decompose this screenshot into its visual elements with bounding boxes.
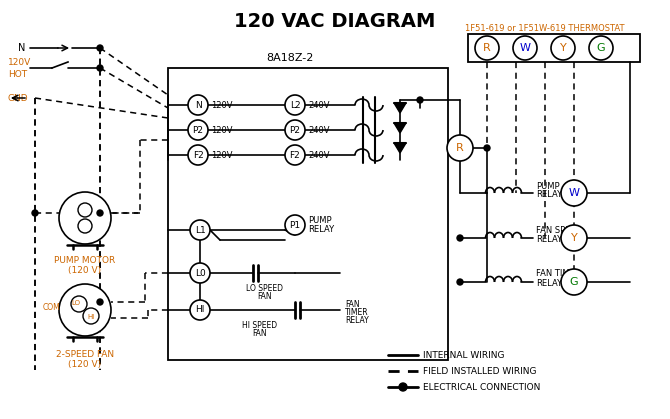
Circle shape (285, 95, 305, 115)
Circle shape (589, 36, 613, 60)
Polygon shape (394, 123, 406, 133)
Text: W: W (569, 188, 580, 198)
Circle shape (97, 299, 103, 305)
Text: FAN: FAN (253, 329, 267, 338)
Circle shape (190, 263, 210, 283)
Text: P1: P1 (289, 220, 301, 230)
Text: 2-SPEED FAN: 2-SPEED FAN (56, 350, 114, 359)
Circle shape (399, 383, 407, 391)
Circle shape (71, 296, 87, 312)
Text: PUMP MOTOR: PUMP MOTOR (54, 256, 116, 265)
Text: 1F51-619 or 1F51W-619 THERMOSTAT: 1F51-619 or 1F51W-619 THERMOSTAT (465, 23, 624, 33)
Text: 240V: 240V (308, 101, 330, 109)
Text: P2: P2 (192, 126, 204, 134)
Text: PUMP: PUMP (536, 181, 559, 191)
Circle shape (484, 145, 490, 151)
Text: ELECTRICAL CONNECTION: ELECTRICAL CONNECTION (423, 383, 541, 391)
Text: FAN: FAN (345, 300, 360, 309)
Text: RELAY: RELAY (345, 316, 369, 325)
Text: RELAY: RELAY (308, 225, 334, 233)
Text: P2: P2 (289, 126, 301, 134)
Text: LO SPEED: LO SPEED (247, 284, 283, 293)
Circle shape (561, 180, 587, 206)
Circle shape (561, 225, 587, 251)
Text: 120V: 120V (8, 57, 31, 67)
Text: L0: L0 (194, 269, 206, 277)
Text: 240V: 240V (308, 150, 330, 160)
Text: FIELD INSTALLED WIRING: FIELD INSTALLED WIRING (423, 367, 537, 375)
Circle shape (457, 279, 463, 285)
Circle shape (83, 308, 99, 324)
Text: RELAY: RELAY (536, 189, 562, 199)
Circle shape (78, 203, 92, 217)
Text: G: G (597, 43, 605, 53)
Circle shape (32, 210, 38, 216)
Text: HI: HI (87, 314, 94, 320)
Text: HOT: HOT (8, 70, 27, 78)
Text: FAN SPEED: FAN SPEED (536, 225, 582, 235)
Text: L1: L1 (194, 225, 206, 235)
Text: PUMP: PUMP (308, 215, 332, 225)
Text: Y: Y (571, 233, 578, 243)
Text: G: G (570, 277, 578, 287)
Text: (120 V): (120 V) (68, 360, 102, 369)
Polygon shape (394, 143, 406, 153)
Circle shape (188, 95, 208, 115)
Text: (120 V): (120 V) (68, 266, 102, 275)
Text: RELAY: RELAY (536, 235, 562, 243)
Circle shape (97, 45, 103, 51)
Text: L2: L2 (289, 101, 300, 109)
Bar (468, 34, 640, 62)
Text: COM: COM (42, 303, 60, 313)
Text: 120V: 120V (211, 150, 232, 160)
Text: FAN: FAN (258, 292, 272, 301)
Text: Y: Y (559, 43, 566, 53)
Circle shape (417, 97, 423, 103)
Text: R: R (483, 43, 491, 53)
Text: HI: HI (196, 305, 205, 315)
Circle shape (513, 36, 537, 60)
Polygon shape (394, 103, 406, 113)
Circle shape (97, 210, 103, 216)
Text: F2: F2 (289, 150, 300, 160)
Circle shape (190, 220, 210, 240)
Circle shape (59, 192, 111, 244)
Text: FAN TIMER: FAN TIMER (536, 269, 581, 279)
Circle shape (475, 36, 499, 60)
Bar (168, 68, 448, 360)
Circle shape (188, 120, 208, 140)
Text: R: R (456, 143, 464, 153)
Text: TIMER: TIMER (345, 308, 369, 317)
Text: INTERNAL WIRING: INTERNAL WIRING (423, 351, 505, 360)
Text: N: N (194, 101, 202, 109)
Text: N: N (18, 43, 25, 53)
Text: 8A18Z-2: 8A18Z-2 (266, 53, 314, 63)
Text: W: W (519, 43, 531, 53)
Text: LO: LO (72, 300, 80, 306)
Text: F2: F2 (193, 150, 204, 160)
Text: RELAY: RELAY (536, 279, 562, 287)
Circle shape (78, 219, 92, 233)
Text: 240V: 240V (308, 126, 330, 134)
Circle shape (561, 269, 587, 295)
Circle shape (97, 65, 103, 71)
Text: HI SPEED: HI SPEED (243, 321, 277, 330)
Circle shape (447, 135, 473, 161)
Circle shape (551, 36, 575, 60)
Circle shape (285, 120, 305, 140)
Circle shape (285, 215, 305, 235)
Text: 120V: 120V (211, 101, 232, 109)
Text: 120 VAC DIAGRAM: 120 VAC DIAGRAM (234, 12, 436, 31)
Circle shape (285, 145, 305, 165)
Circle shape (59, 284, 111, 336)
Circle shape (188, 145, 208, 165)
Circle shape (457, 235, 463, 241)
Circle shape (190, 300, 210, 320)
Text: GND: GND (8, 93, 29, 103)
Text: 120V: 120V (211, 126, 232, 134)
